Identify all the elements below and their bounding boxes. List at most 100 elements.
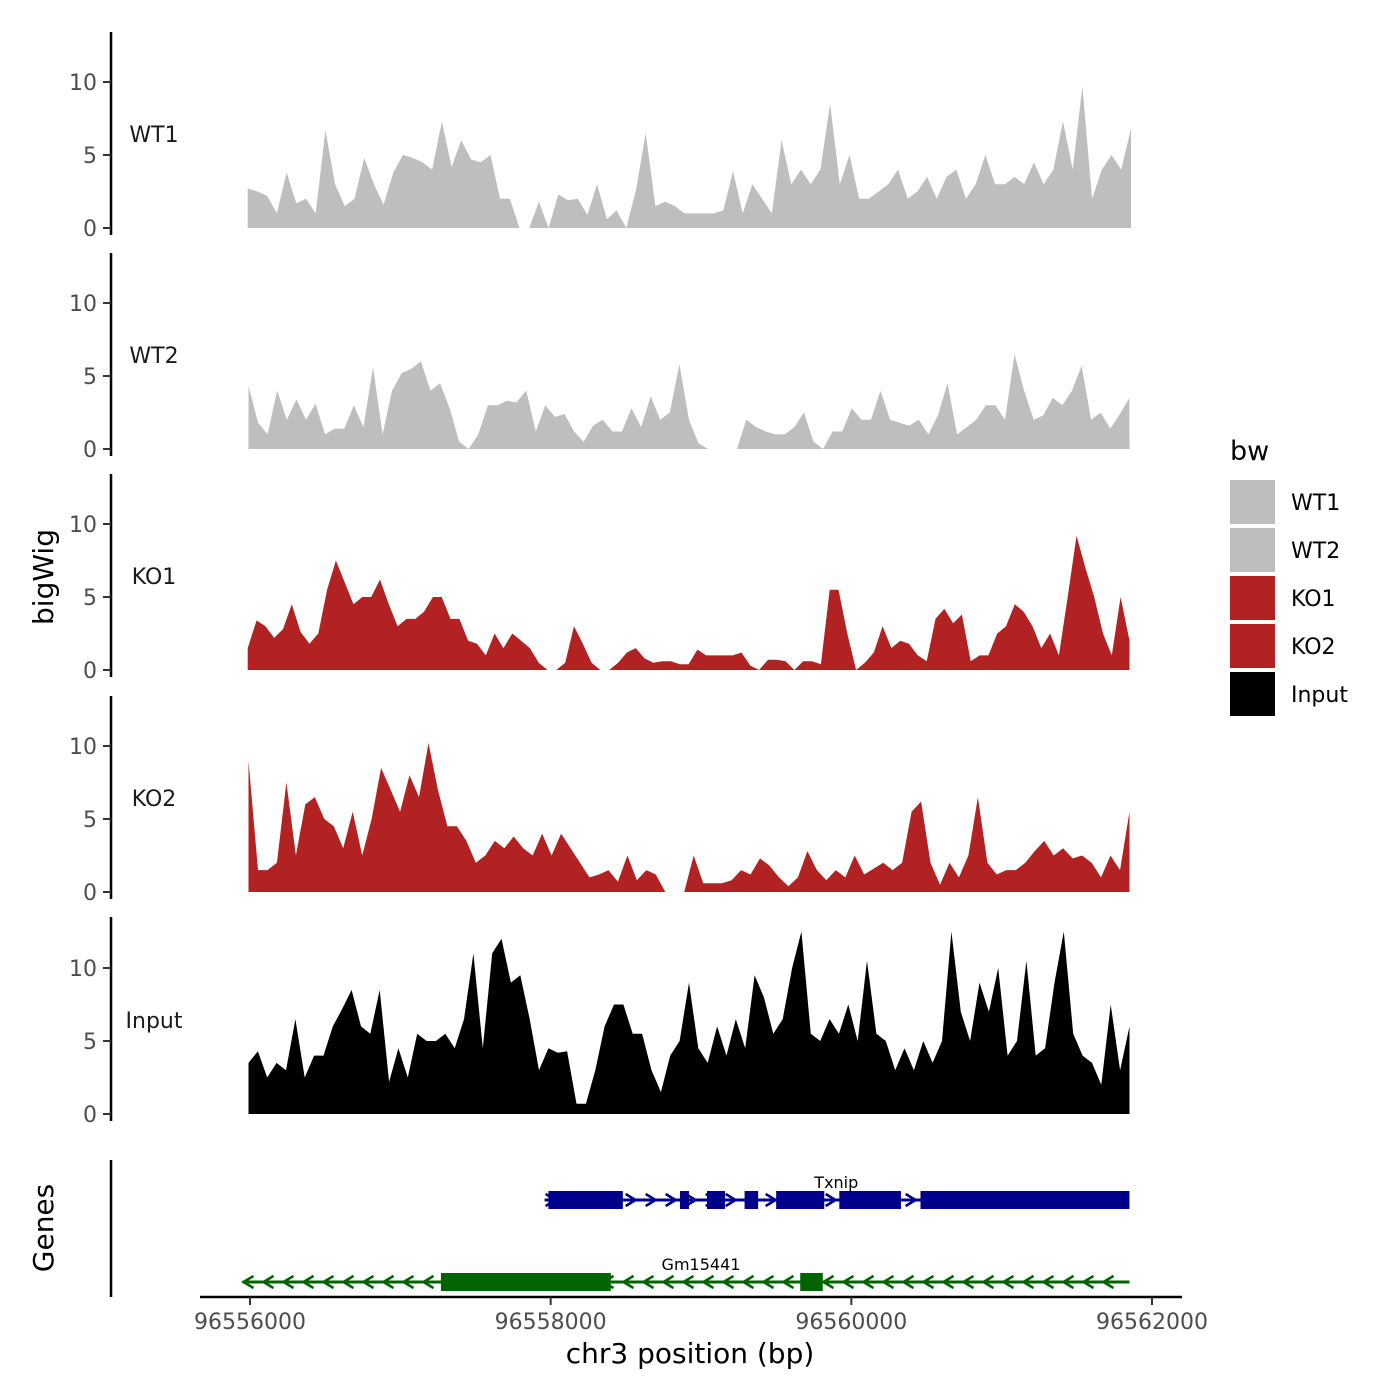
x-tick-label: 96560000 (795, 1310, 907, 1335)
strand-arrow (721, 1274, 735, 1290)
track-wt2: 0 5 10 WT2 (69, 253, 1130, 463)
strand-arrow (661, 1274, 675, 1290)
y-tick-label: 0 (83, 438, 97, 463)
strand-arrow (921, 1274, 935, 1290)
x-axis-title: chr3 position (bp) (566, 1337, 815, 1370)
strand-arrow (301, 1274, 315, 1290)
strand-arrow (665, 1192, 679, 1208)
strand-arrow (765, 1192, 779, 1208)
x-tick-label: 96556000 (194, 1310, 306, 1335)
strand-arrow (821, 1274, 835, 1290)
legend-label: KO1 (1291, 587, 1336, 612)
exon-block (800, 1273, 823, 1291)
strand-arrow (725, 1192, 739, 1208)
strand-arrow (1081, 1274, 1095, 1290)
strand-arrow (841, 1274, 855, 1290)
track-label: KO2 (132, 787, 177, 812)
y-tick-label: 10 (69, 735, 97, 760)
signal-area-ko1 (247, 535, 1130, 670)
track-label: KO1 (132, 565, 177, 590)
legend-label: Input (1291, 683, 1348, 708)
y-tick-label: 5 (83, 144, 97, 169)
strand-arrow (1001, 1274, 1015, 1290)
strand-arrow (341, 1274, 355, 1290)
signal-area-wt2 (248, 354, 1130, 449)
strand-arrow (761, 1274, 775, 1290)
signal-area-wt1 (247, 86, 1131, 229)
y-tick-label: 0 (83, 1103, 97, 1128)
y-axis-title: bigWig (27, 529, 60, 625)
strand-arrow (381, 1274, 395, 1290)
strand-arrow (1061, 1274, 1075, 1290)
gene-gm15441: Gm15441 (241, 1255, 1130, 1291)
y-tick-label: 0 (83, 659, 97, 684)
x-tick-label: 96558000 (495, 1310, 607, 1335)
exon-block (839, 1191, 901, 1209)
genes-panel: Txnip Gm15441 (109, 1160, 1130, 1297)
y-tick-label: 5 (83, 586, 97, 611)
exon-block (440, 1273, 611, 1291)
strand-arrow (681, 1274, 695, 1290)
strand-arrow (241, 1274, 255, 1290)
legend-label: KO2 (1291, 635, 1336, 660)
strand-arrow (825, 1192, 839, 1208)
bigwig-tracks: 0 5 10 WT1 0 5 10 WT2 0 5 10 KO1 0 5 10 KO2 0 5 10 Input (69, 32, 1131, 1128)
strand-arrow (901, 1274, 915, 1290)
strand-arrow (905, 1192, 919, 1208)
exon-block (707, 1191, 726, 1209)
legend-key-wt1 (1230, 480, 1275, 524)
legend-label: WT1 (1291, 491, 1340, 516)
strand-arrow (645, 1192, 659, 1208)
legend-label: WT2 (1291, 539, 1340, 564)
strand-arrow (741, 1274, 755, 1290)
track-wt1: 0 5 10 WT1 (69, 32, 1131, 242)
legend-key-ko2 (1230, 624, 1275, 668)
strand-arrow (321, 1274, 335, 1290)
y-tick-label: 10 (69, 292, 97, 317)
y-tick-label: 5 (83, 365, 97, 390)
gene-label: Txnip (813, 1173, 858, 1192)
strand-arrow (625, 1192, 639, 1208)
legend-key-wt2 (1230, 528, 1275, 572)
y-tick-label: 5 (83, 1030, 97, 1055)
strand-arrow (861, 1274, 875, 1290)
legend: bw WT1 WT2 KO1 KO2 Input (1230, 436, 1348, 716)
exon-block (776, 1191, 825, 1209)
strand-arrow (421, 1274, 435, 1290)
gene-txnip: Txnip (544, 1173, 1130, 1209)
legend-key-input (1230, 672, 1275, 716)
strand-arrow (361, 1274, 375, 1290)
y-tick-label: 10 (69, 513, 97, 538)
exon-block (920, 1191, 1130, 1209)
strand-arrow (641, 1274, 655, 1290)
track-input: 0 5 10 Input (69, 917, 1130, 1128)
exon-block (744, 1191, 759, 1209)
exon-block (679, 1191, 689, 1209)
track-label: Input (126, 1009, 183, 1034)
strand-arrow (281, 1274, 295, 1290)
signal-area-ko2 (248, 743, 1130, 892)
track-label: WT1 (129, 123, 178, 148)
y-tick-label: 5 (83, 808, 97, 833)
legend-key-ko1 (1230, 576, 1275, 620)
x-axis: 96556000 96558000 96560000 96562000 (194, 1295, 1208, 1335)
strand-arrow (941, 1274, 955, 1290)
track-ko1: 0 5 10 KO1 (69, 474, 1130, 684)
exon-block (548, 1191, 623, 1209)
y-tick-label: 0 (83, 217, 97, 242)
y-tick-label: 10 (69, 71, 97, 96)
y-tick-label: 0 (83, 881, 97, 906)
track-label: WT2 (129, 344, 178, 369)
y-tick-label: 10 (69, 957, 97, 982)
strand-arrow (881, 1274, 895, 1290)
x-tick-label: 96562000 (1096, 1310, 1208, 1335)
track-ko2: 0 5 10 KO2 (69, 696, 1130, 906)
strand-arrow (701, 1274, 715, 1290)
strand-arrow (981, 1274, 995, 1290)
gene-label: Gm15441 (662, 1255, 741, 1274)
strand-arrow (621, 1274, 635, 1290)
strand-arrow (685, 1192, 699, 1208)
strand-arrow (781, 1274, 795, 1290)
strand-arrow (261, 1274, 275, 1290)
